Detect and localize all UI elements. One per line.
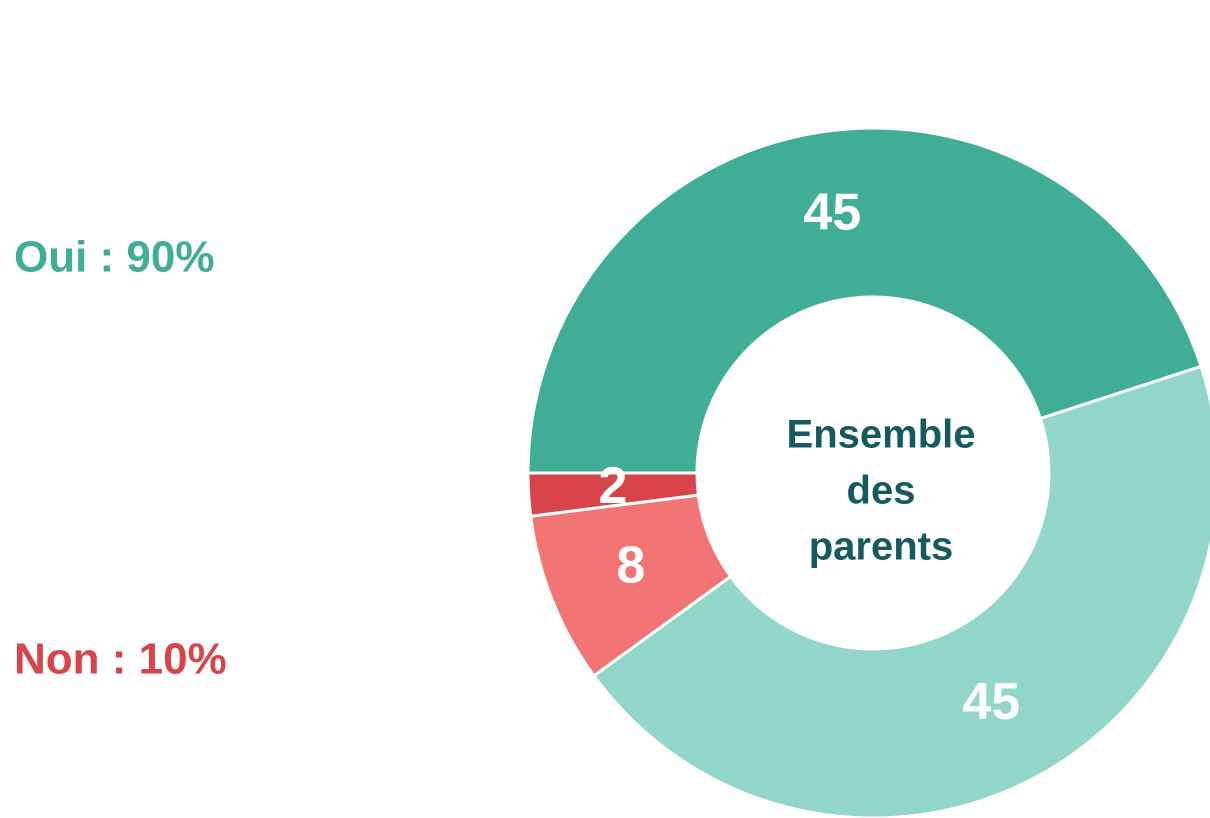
data-label: 45 <box>803 183 861 241</box>
annotation-yes: Oui : 90% <box>14 233 215 282</box>
annotation-no: Non : 10% <box>14 635 227 684</box>
center-label: des <box>847 469 916 513</box>
donut-segment <box>526 126 1204 475</box>
donut-segment <box>526 471 701 518</box>
center-label: Ensemble <box>787 413 976 457</box>
data-label: 2 <box>599 457 628 515</box>
data-label: 8 <box>616 537 645 595</box>
donut-segment <box>591 364 1210 818</box>
data-label: 45 <box>962 673 1020 731</box>
center-label: parents <box>809 525 954 569</box>
